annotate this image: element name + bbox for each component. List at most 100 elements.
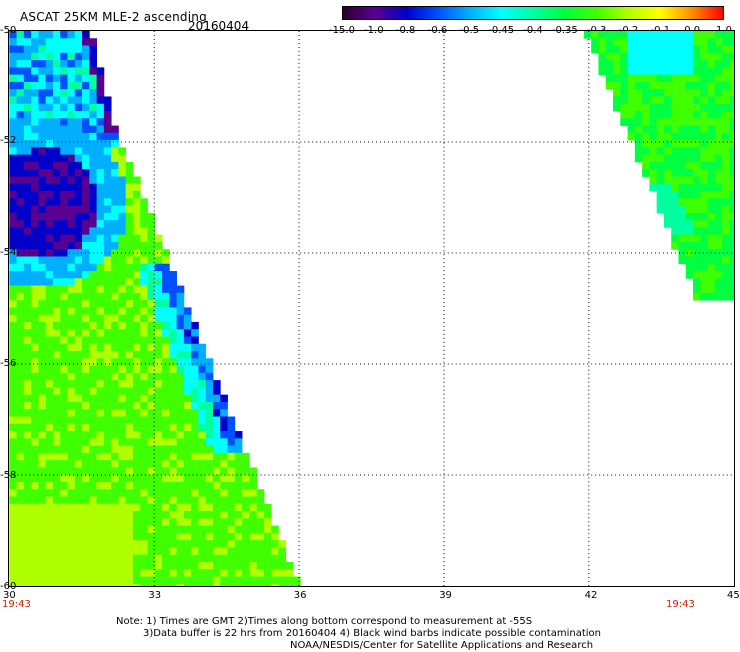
swath-cell <box>191 372 199 381</box>
swath-cell <box>45 416 54 425</box>
swath-cell <box>52 132 61 141</box>
swath-cell <box>9 351 17 359</box>
swath-cell <box>52 423 61 432</box>
swath-cell <box>111 547 119 556</box>
swath-cell <box>16 140 25 148</box>
swath-cell <box>162 423 170 432</box>
swath-cell <box>663 176 672 185</box>
swath-cell <box>60 161 68 170</box>
swath-cell <box>154 249 163 257</box>
swath-cell <box>9 343 17 352</box>
swath-cell <box>132 525 141 534</box>
swath-cell <box>678 169 687 177</box>
swath-cell <box>176 540 185 548</box>
swath-cell <box>198 569 207 577</box>
swath-cell <box>16 358 25 366</box>
swath-cell <box>663 96 672 105</box>
swath-cell <box>271 561 279 570</box>
swath-cell <box>220 503 228 512</box>
swath-cell <box>183 438 192 447</box>
swath-cell <box>82 96 90 105</box>
swath-cell <box>198 409 207 417</box>
swath-cell <box>38 234 47 243</box>
swath-cell <box>256 518 265 527</box>
swath-cell <box>111 278 119 286</box>
swath-cell <box>60 329 68 337</box>
swath-cell <box>685 241 694 250</box>
swath-cell <box>45 212 54 221</box>
swath-cell <box>162 496 170 505</box>
swath-cell <box>38 481 47 490</box>
swath-cell <box>74 380 83 388</box>
swath-cell <box>191 467 199 476</box>
swath-cell <box>642 147 650 156</box>
swath-cell <box>212 409 221 417</box>
swath-cell <box>132 307 141 316</box>
swath-cell <box>700 271 708 279</box>
swath-cell <box>212 576 221 585</box>
swath-cell <box>23 285 32 294</box>
swath-cell <box>147 372 156 381</box>
swath-cell <box>23 452 32 461</box>
swath-cell <box>38 489 47 497</box>
swath-cell <box>671 96 679 105</box>
swath-cell <box>111 554 119 563</box>
swath-cell <box>220 554 228 563</box>
swath-cell <box>111 212 119 221</box>
swath-cell <box>23 234 32 243</box>
swath-cell <box>74 431 83 439</box>
swath-cell <box>89 576 97 585</box>
swath-cell <box>671 132 679 141</box>
swath-cell <box>52 532 61 541</box>
swath-cell <box>162 401 170 410</box>
swath-cell <box>205 431 214 439</box>
swath-cell <box>111 271 119 279</box>
swath-cell <box>9 372 17 381</box>
swath-cell <box>147 416 156 425</box>
swath-cell <box>9 205 17 214</box>
swath-cell <box>89 52 97 61</box>
swath-cell <box>74 503 83 512</box>
swath-cell <box>162 481 170 490</box>
swath-cell <box>111 416 119 425</box>
swath-cell <box>103 351 112 359</box>
swath-cell <box>285 583 294 586</box>
swath-cell <box>60 380 68 388</box>
swath-cell <box>82 438 90 447</box>
swath-cell <box>23 227 32 236</box>
swath-cell <box>183 387 192 396</box>
swath-cell <box>671 111 679 119</box>
swath-cell <box>60 96 68 105</box>
swath-cell <box>89 431 97 439</box>
swath-cell <box>613 74 621 83</box>
swath-cell <box>125 263 134 272</box>
swath-cell <box>23 271 32 279</box>
swath-cell <box>169 438 178 447</box>
swath-cell <box>89 241 97 250</box>
swath-cell <box>162 387 170 396</box>
swath-cell <box>103 154 112 163</box>
swath-cell <box>140 205 148 214</box>
swath-cell <box>722 132 730 141</box>
swath-cell <box>118 481 127 490</box>
swath-cell <box>147 263 156 272</box>
swath-cell <box>162 351 170 359</box>
swath-cell <box>38 365 47 374</box>
swath-cell <box>714 220 723 228</box>
swath-cell <box>96 576 105 585</box>
swath-cell <box>234 438 243 447</box>
swath-cell <box>722 285 730 294</box>
swath-cell <box>132 554 141 563</box>
swath-cell <box>74 256 83 265</box>
swath-cell <box>169 409 178 417</box>
swath-cell <box>613 81 621 90</box>
swath-cell <box>38 292 47 301</box>
swath-cell <box>89 401 97 410</box>
swath-cell <box>707 111 716 119</box>
swath-cell <box>162 431 170 439</box>
swath-cell <box>176 343 185 352</box>
swath-cell <box>147 380 156 388</box>
swath-cell <box>714 89 723 97</box>
swath-cell <box>678 249 687 257</box>
swath-cell <box>60 263 68 272</box>
